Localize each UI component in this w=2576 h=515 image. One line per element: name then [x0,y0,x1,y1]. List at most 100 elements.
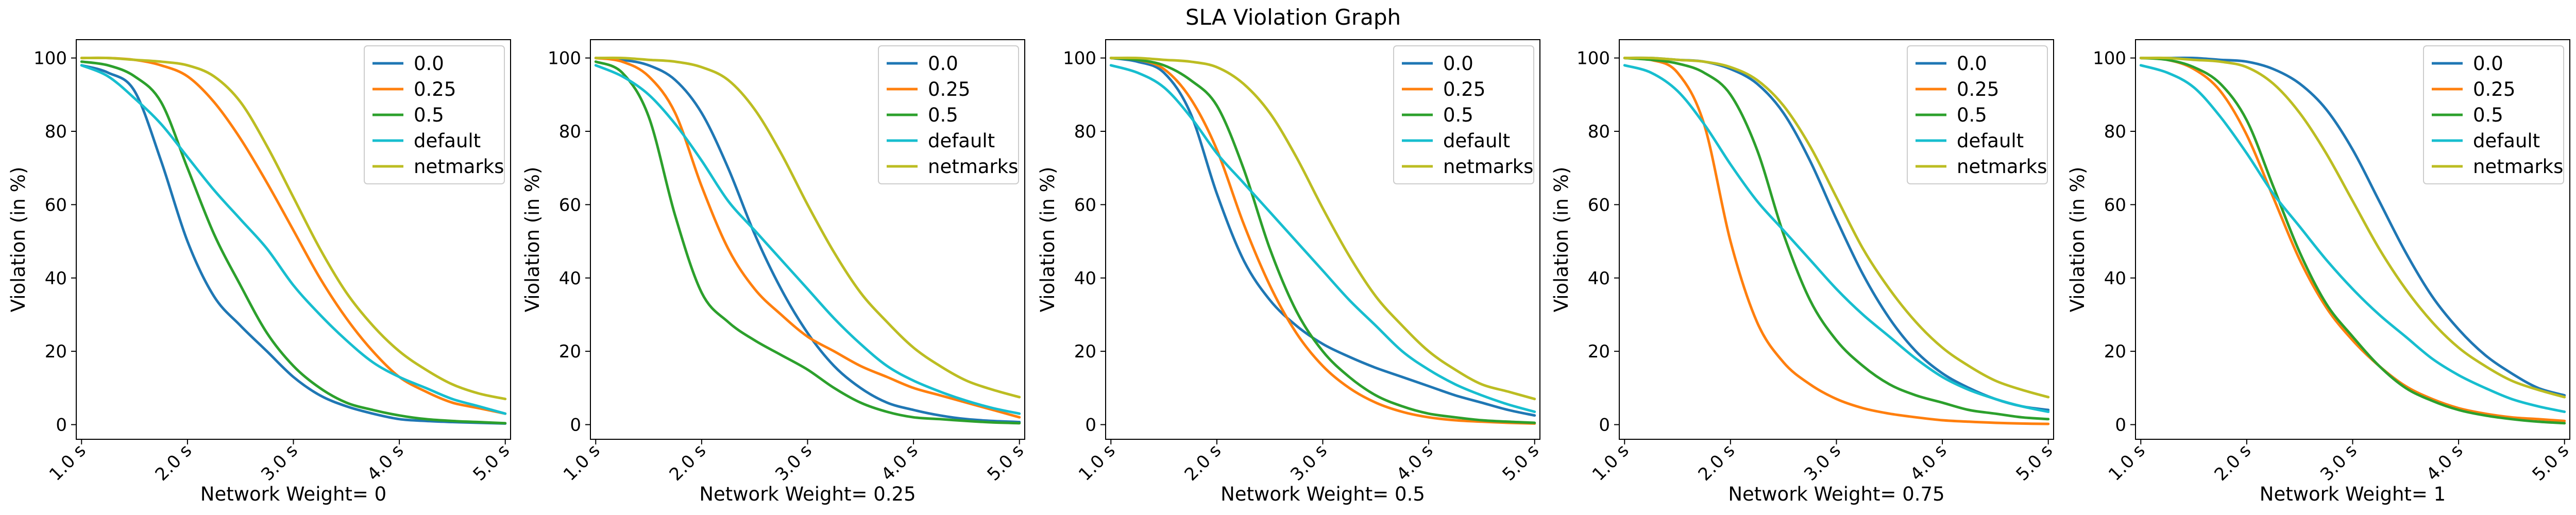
legend-entry: 0.25 [928,78,970,100]
x-tick-label: 5.0 s [2012,440,2057,485]
legend-entry: default [2473,130,2540,152]
legend-entry: 0.5 [1957,104,1987,126]
series-line-default [594,64,1021,415]
legend-entry: 0.0 [2473,53,2503,75]
legend-entry: 0.25 [2473,78,2515,100]
legend: 0.0 0.25 0.5 default netmarks [364,45,505,184]
legend-entry: netmarks [2473,156,2563,178]
x-tick-label: 4.0 s [1393,440,1437,485]
y-tick-label: 40 [1588,268,1610,289]
x-tick-label: 2.0 s [1694,440,1739,485]
legend-box [1393,45,1534,184]
x-tick-label: 5.0 s [1498,440,1543,485]
x-tick-label: 4.0 s [363,440,408,485]
legend-entry: netmarks [414,156,504,178]
y-tick-label: 60 [2104,195,2126,215]
legend-entry: netmarks [1957,156,2047,178]
series-line-0.5 [1623,57,2050,421]
x-tick-label: 1.0 s [1588,440,1633,485]
series-line-netmarks [1623,56,2050,399]
legend-entry: default [414,130,481,152]
chart-panels: 0 20 40 60 80 100 1.0 s 2.0 s 3.0 s 4.0 s 5.0 s Net… [7,39,2573,505]
legend-entry: 0.5 [414,104,444,126]
x-tick-label: 4.0 s [877,440,922,485]
y-tick-label: 40 [1074,268,1096,289]
y-tick-label: 20 [2104,341,2126,362]
x-tick-label: 2.0 s [666,440,710,485]
x-tick-label: 3.0 s [2316,440,2361,485]
y-tick-label: 40 [45,268,67,289]
legend: 0.0 0.25 0.5 default netmarks [2423,45,2564,184]
y-tick-label: 80 [1588,122,1610,142]
y-tick-label: 100 [1063,48,1096,69]
series-line-0.25 [1109,57,1536,425]
series-line-default [80,64,507,415]
legend-entry: 0.0 [1443,53,1473,75]
y-tick-label: 100 [548,48,581,69]
y-tick-label: 60 [1074,195,1096,215]
legend-entry: 0.0 [414,53,444,75]
y-tick-label: 80 [1074,122,1096,142]
legend-entry: 0.5 [928,104,958,126]
x-tick-label: 2.0 s [1181,440,1226,485]
legend-entry: default [1443,130,1510,152]
y-tick-label: 100 [2093,48,2126,69]
y-tick-label: 60 [559,195,581,215]
x-tick-label: 1.0 s [2105,440,2149,485]
chart-panel-3: 0 20 40 60 80 100 1.0 s 2.0 s 3.0 s 4.0 s 5.0 s Net… [1550,39,2057,505]
series-line-netmarks [1109,56,1536,401]
y-tick-label: 0 [1599,415,1610,436]
series-line-0.5 [2139,57,2566,425]
y-axis-label: Violation (in %) [521,167,544,313]
y-tick-label: 0 [1085,415,1096,436]
y-tick-label: 20 [45,341,67,362]
x-tick-label: 3.0 s [1800,440,1845,485]
y-axis-label: Violation (in %) [7,167,29,313]
chart-panel-4: 0 20 40 60 80 100 1.0 s 2.0 s 3.0 s 4.0 s 5.0 s Net… [2066,39,2573,505]
x-axis-label: Network Weight= 0.75 [1728,483,1944,505]
x-tick-label: 1.0 s [560,440,604,485]
legend-entry: 0.0 [928,53,958,75]
series-line-0.25 [2139,57,2566,422]
legend-box [2423,45,2564,184]
y-tick-label: 80 [2104,122,2126,142]
series-line-0.0 [80,64,507,425]
y-tick-label: 20 [1074,341,1096,362]
series-line-netmarks [594,56,1021,399]
figure-title: SLA Violation Graph [1185,5,1401,30]
series-line-0.0 [594,57,1021,423]
y-tick-label: 80 [559,122,581,142]
series-line-0.5 [1109,57,1536,424]
legend-entry: 0.5 [1443,104,1473,126]
legend-box [878,45,1019,184]
legend-entry: 0.25 [1443,78,1485,100]
legend-entry: netmarks [928,156,1018,178]
legend: 0.0 0.25 0.5 default netmarks [1393,45,1534,184]
series-line-netmarks [2139,56,2566,399]
series-line-0.0 [2139,56,2566,397]
chart-panel-2: 0 20 40 60 80 100 1.0 s 2.0 s 3.0 s 4.0 s 5.0 s Net… [1037,39,1543,505]
x-tick-label: 1.0 s [1075,440,1120,485]
series-line-0.25 [1623,57,2050,425]
y-axis-label: Violation (in %) [2066,167,2089,313]
x-tick-label: 2.0 s [151,440,196,485]
y-tick-label: 20 [1588,341,1610,362]
legend: 0.0 0.25 0.5 default netmarks [878,45,1019,184]
series-line-default [2139,64,2566,414]
y-tick-label: 0 [2115,415,2126,436]
x-tick-label: 5.0 s [2528,440,2573,485]
y-axis-label: Violation (in %) [1550,167,1572,313]
series-line-0.5 [594,60,1021,425]
x-tick-label: 2.0 s [2211,440,2256,485]
y-tick-label: 40 [2104,268,2126,289]
series-line-0.25 [80,56,507,415]
y-tick-label: 100 [1577,48,1610,69]
x-tick-label: 5.0 s [469,440,514,485]
y-tick-label: 60 [45,195,67,215]
y-tick-label: 60 [1588,195,1610,215]
x-tick-label: 4.0 s [1906,440,1951,485]
legend-entry: default [928,130,995,152]
legend-entry: 0.25 [1957,78,1999,100]
y-tick-label: 80 [45,122,67,142]
